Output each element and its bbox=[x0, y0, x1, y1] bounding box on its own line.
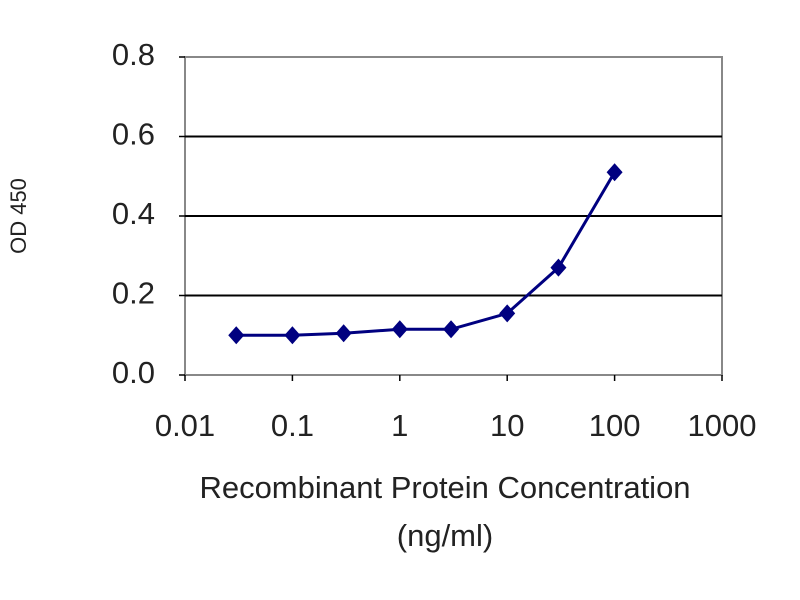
data-line bbox=[236, 171, 616, 337]
data-point bbox=[284, 326, 301, 345]
x-tick-label: 10 bbox=[490, 408, 524, 443]
x-tick-label: 1 bbox=[391, 408, 408, 443]
data-point bbox=[550, 258, 567, 277]
y-tick-label: 0.2 bbox=[112, 276, 155, 311]
x-tick-label: 0.1 bbox=[271, 408, 314, 443]
data-point bbox=[391, 320, 408, 339]
data-point bbox=[499, 304, 516, 323]
x-tick-label: 100 bbox=[589, 408, 641, 443]
y-tick-label: 0.0 bbox=[112, 355, 155, 390]
x-axis-label: (ng/ml) bbox=[397, 518, 493, 553]
x-tick-label: 1000 bbox=[688, 408, 757, 443]
data-point bbox=[606, 163, 623, 182]
y-axis-label: OD 450 bbox=[6, 178, 31, 254]
y-tick-label: 0.4 bbox=[112, 196, 155, 231]
x-tick-label: 0.01 bbox=[155, 408, 215, 443]
data-point bbox=[443, 320, 460, 339]
x-axis-label: Recombinant Protein Concentration bbox=[199, 470, 690, 505]
y-tick-label: 0.8 bbox=[112, 37, 155, 72]
data-point bbox=[228, 326, 245, 345]
y-tick-label: 0.6 bbox=[112, 117, 155, 152]
data-point bbox=[335, 324, 352, 343]
